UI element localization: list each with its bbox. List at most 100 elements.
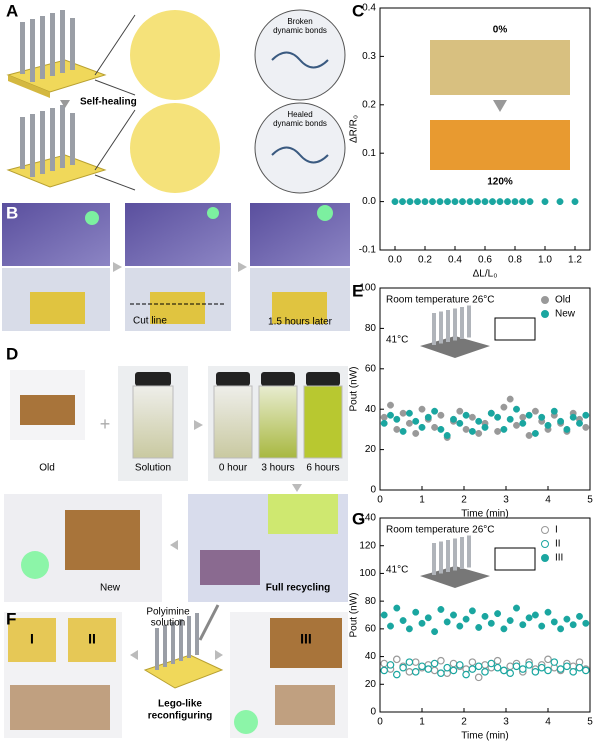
data-point [391,198,399,206]
vial-cap [135,372,171,386]
data-point [500,403,508,411]
data-point [513,405,520,413]
data-point [487,409,495,417]
x-tick-label: 0 [377,717,383,728]
data-point [563,615,571,623]
data-point [506,669,515,678]
data-point [380,413,388,421]
data-point [474,198,481,206]
x-axis-label: ΔL/L₀ [473,269,498,280]
device [8,618,56,662]
numeral: II [88,631,96,647]
data-point [557,417,565,425]
vial [268,494,338,534]
x-tick-label: 0.4 [448,255,462,266]
data-point [506,415,514,423]
data-point [556,198,564,206]
device [150,292,205,324]
data-point [493,656,502,665]
y-tick-label: 40 [365,651,377,662]
data-point [475,417,483,425]
device [270,618,342,668]
data-point [531,668,540,676]
y-tick-label: 120 [359,540,376,551]
data-point [456,407,464,415]
data-point [504,198,511,206]
data-point [387,401,394,409]
data-point [494,610,502,618]
data-point [450,415,457,423]
data-point [582,423,590,431]
device-base [6,154,107,188]
data-point [513,604,520,612]
pillars [20,10,75,82]
data-point [512,662,521,671]
data-point [526,198,534,206]
hour-label: 6 hours [306,463,339,474]
device-parts [200,550,260,585]
healed-label: Healed [287,110,312,119]
data-point [544,666,552,675]
annotation: Room temperature 26°C [386,295,495,306]
data-point [531,407,539,415]
pillar [460,307,464,339]
data-point [437,656,445,665]
x-tick-label: 3 [503,717,509,728]
data-point [541,198,549,206]
data-point [399,617,407,624]
numeral: III [300,631,312,647]
device [10,685,110,730]
vial-cap [216,372,250,386]
legend-label: New [555,309,576,320]
pillar [453,308,457,341]
data-point [544,655,552,664]
arrow [215,650,223,660]
data-point [576,419,583,427]
legend-label: Old [555,295,571,306]
bond-circle [254,102,346,194]
arrow [194,420,203,430]
data-point [456,419,464,427]
vial-cap [306,372,340,386]
data-point [563,662,571,671]
data-point [421,198,429,206]
data-point [411,658,420,666]
pillar [453,538,457,571]
syringe [198,604,220,641]
data-point [411,668,420,676]
cut-line-label: Cut line [133,316,167,327]
led [85,211,99,225]
x-tick-label: 5 [587,495,593,506]
data-point [443,618,451,626]
arrow [238,262,247,272]
heater [420,566,490,588]
arrow [493,100,507,112]
zoom-circle [130,10,220,100]
data-point [462,425,470,433]
data-point [475,624,483,631]
data-point [399,663,407,672]
data-point [412,429,420,437]
y-tick-label: 0.0 [362,196,376,207]
annotation: 0% [493,25,508,36]
y-axis-label: Pout (nW) [349,366,360,411]
panel-label: C [352,1,364,20]
data-point [437,411,445,419]
broken-label: dynamic bonds [273,26,327,35]
x-tick-label: 0.8 [508,255,522,266]
x-tick-label: 1.0 [538,255,552,266]
data-point [575,663,584,672]
data-point [392,670,401,679]
data-point [418,405,426,413]
x-tick-label: 2 [461,717,467,728]
data-point [418,423,426,431]
x-axis-label: Time (min) [461,731,508,742]
data-point [437,606,445,613]
plot-frame [379,517,591,713]
data-point [519,413,527,421]
vial [303,385,343,459]
y-tick-label: -0.1 [359,245,377,256]
pillar [446,540,450,572]
annotation: Room temperature 26°C [386,525,495,536]
y-tick-label: 100 [359,568,376,579]
